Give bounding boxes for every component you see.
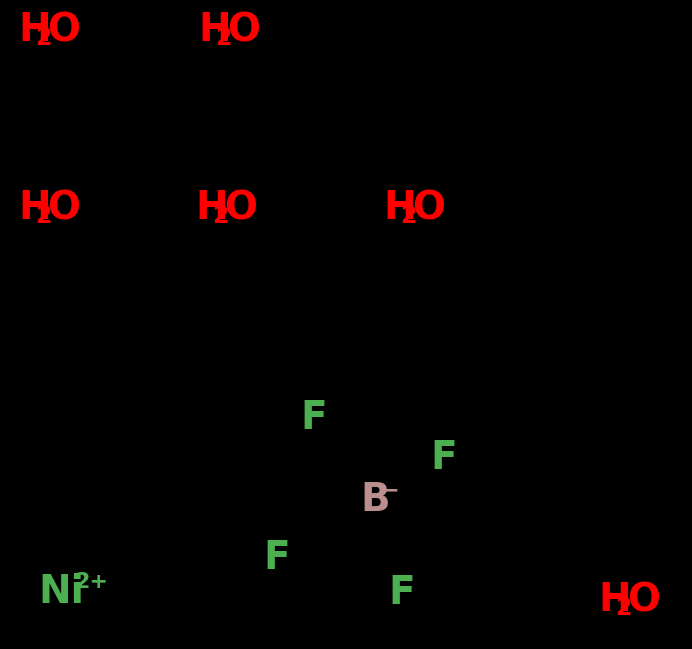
Text: O: O [224, 189, 257, 227]
Text: 2+: 2+ [75, 572, 109, 592]
Text: 2: 2 [401, 204, 417, 228]
Text: F: F [430, 439, 457, 477]
Text: B: B [360, 481, 390, 519]
Text: −: − [380, 480, 399, 500]
Text: H: H [18, 189, 51, 227]
Text: F: F [388, 574, 415, 612]
Text: O: O [47, 11, 80, 49]
Text: H: H [198, 11, 230, 49]
Text: H: H [598, 581, 630, 619]
Text: O: O [412, 189, 445, 227]
Text: H: H [195, 189, 228, 227]
Text: F: F [263, 539, 290, 577]
Text: O: O [627, 581, 659, 619]
Text: 2: 2 [215, 26, 232, 50]
Text: Ni: Ni [38, 573, 84, 611]
Text: O: O [47, 189, 80, 227]
Text: 2: 2 [615, 596, 632, 620]
Text: H: H [18, 11, 51, 49]
Text: H: H [383, 189, 416, 227]
Text: 2: 2 [35, 26, 52, 50]
Text: O: O [227, 11, 260, 49]
Text: F: F [300, 399, 327, 437]
Text: 2: 2 [35, 204, 52, 228]
Text: 2: 2 [212, 204, 229, 228]
